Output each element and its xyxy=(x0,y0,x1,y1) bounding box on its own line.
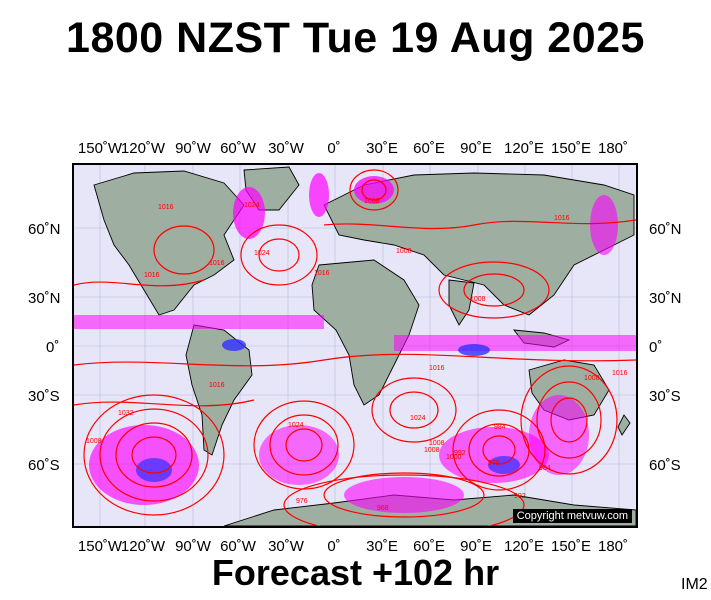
lon-label: 0˚ xyxy=(327,140,341,157)
lon-label: 30˚E xyxy=(366,140,398,157)
lat-label: 30˚S xyxy=(649,388,681,405)
pressure-label: 1016 xyxy=(144,272,160,279)
pressure-label: 992 xyxy=(454,450,466,457)
eurasia-landmass xyxy=(323,172,635,316)
india-landmass xyxy=(448,279,475,326)
lon-label: 30˚E xyxy=(366,538,398,555)
lon-label: 120˚E xyxy=(503,538,545,555)
lon-label: 150˚W xyxy=(77,538,123,555)
pressure-label: 1016 xyxy=(429,365,445,372)
pressure-label: 1008 xyxy=(584,375,600,382)
pressure-label: 1016 xyxy=(209,260,225,267)
lon-label: 120˚W xyxy=(120,538,166,555)
pressure-label: 976 xyxy=(488,460,500,467)
pressure-label: 976 xyxy=(296,498,308,505)
pressure-label: 1008 xyxy=(470,296,486,303)
lon-label: 30˚W xyxy=(268,538,304,555)
lon-label: 150˚E xyxy=(550,140,592,157)
pressure-label: 968 xyxy=(377,505,389,512)
lon-label: 180˚ xyxy=(597,140,629,157)
isobars xyxy=(74,169,636,526)
pressure-label: 992 xyxy=(514,493,526,500)
pressure-label: 1016 xyxy=(158,204,174,211)
lat-label: 30˚S xyxy=(28,388,60,405)
north-america-landmass xyxy=(93,170,245,316)
lon-label: 0˚ xyxy=(327,538,341,555)
pressure-label: 1008 xyxy=(364,198,380,205)
image-code: IM2 xyxy=(681,576,708,593)
pressure-label: 1024 xyxy=(288,422,304,429)
lon-label: 90˚W xyxy=(175,538,211,555)
lon-label: 30˚W xyxy=(268,140,304,157)
lat-label: 0˚ xyxy=(46,339,60,356)
new-zealand-landmass xyxy=(617,414,631,436)
lat-label: 0˚ xyxy=(649,339,663,356)
lon-label: 60˚E xyxy=(413,140,445,157)
lon-label: 60˚W xyxy=(220,538,256,555)
pressure-label: 1016 xyxy=(314,270,330,277)
pressure-label: 1008 xyxy=(396,248,412,255)
pressure-label: 1008 xyxy=(86,438,102,445)
copyright-notice: Copyright metvuw.com xyxy=(512,509,632,523)
lon-label: 90˚W xyxy=(175,140,211,157)
pressure-label: 1008 xyxy=(424,447,440,454)
pressure-label: 984 xyxy=(539,465,551,472)
precipitation-areas xyxy=(74,173,636,513)
lon-label: 120˚E xyxy=(503,140,545,157)
lat-label: 60˚S xyxy=(649,457,681,474)
lon-label: 60˚W xyxy=(220,140,256,157)
map-canvas: 1016 1024 1016 1016 1008 1024 1016 1008 … xyxy=(74,165,636,526)
lon-label: 60˚E xyxy=(413,538,445,555)
weather-map: 1016 1024 1016 1016 1008 1024 1016 1008 … xyxy=(72,163,638,528)
pressure-labels: 1016 1024 1016 1016 1008 1024 1016 1008 … xyxy=(86,198,628,512)
pressure-label: 1008 xyxy=(429,440,445,447)
lat-label: 30˚N xyxy=(649,290,682,307)
chart-title: 1800 NZST Tue 19 Aug 2025 xyxy=(66,14,645,62)
lon-label: 90˚E xyxy=(460,538,492,555)
africa-landmass xyxy=(311,259,420,406)
lat-label: 60˚N xyxy=(28,221,61,238)
lon-label: 90˚E xyxy=(460,140,492,157)
lon-label: 180˚ xyxy=(597,538,629,555)
pressure-label: 984 xyxy=(494,424,506,431)
pressure-label: 1000 xyxy=(446,454,462,461)
pressure-label: 1016 xyxy=(209,382,225,389)
lat-label: 30˚N xyxy=(28,290,61,307)
lon-label: 150˚E xyxy=(550,538,592,555)
lon-label: 150˚W xyxy=(77,140,123,157)
lat-label: 60˚S xyxy=(28,457,60,474)
pressure-label: 1032 xyxy=(118,410,134,417)
pressure-label: 1024 xyxy=(410,415,426,422)
pressure-label: 1024 xyxy=(254,250,270,257)
lon-label: 120˚W xyxy=(120,140,166,157)
pressure-label: 1016 xyxy=(554,215,570,222)
pressure-label: 1024 xyxy=(244,202,260,209)
forecast-label: Forecast +102 hr xyxy=(211,552,500,593)
lat-label: 60˚N xyxy=(649,221,682,238)
pressure-label: 1016 xyxy=(612,370,628,377)
